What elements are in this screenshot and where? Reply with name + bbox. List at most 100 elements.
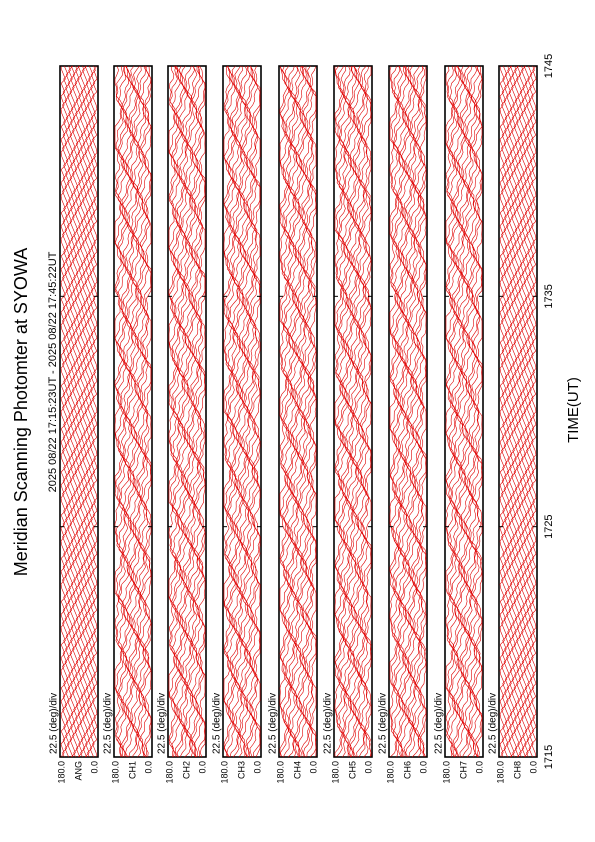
scale-label: 22.5 (deg)/div bbox=[49, 693, 60, 754]
axis-bottom-label: 0.0 bbox=[89, 761, 99, 774]
trace bbox=[231, 65, 241, 758]
trace bbox=[140, 65, 152, 758]
trace bbox=[397, 65, 407, 757]
x-tick-label: 1735 bbox=[543, 284, 555, 308]
channel-label: CH3 bbox=[236, 761, 246, 779]
trace bbox=[186, 65, 196, 758]
trace bbox=[297, 65, 311, 758]
trace bbox=[233, 65, 244, 758]
trace bbox=[72, 65, 79, 758]
trace bbox=[508, 65, 515, 758]
scale-label: 22.5 (deg)/div bbox=[103, 693, 114, 754]
trace bbox=[359, 65, 370, 758]
trace bbox=[302, 65, 312, 758]
trace bbox=[234, 65, 248, 758]
trace bbox=[304, 65, 315, 758]
trace bbox=[453, 65, 463, 758]
trace bbox=[282, 65, 296, 758]
scale-label: 22.5 (deg)/div bbox=[434, 693, 445, 754]
trace bbox=[297, 65, 307, 758]
axis-top-label: 180.0 bbox=[330, 761, 340, 784]
trace bbox=[360, 65, 372, 758]
trace bbox=[290, 65, 304, 758]
trace bbox=[62, 65, 69, 758]
axis-top-label: 180.0 bbox=[110, 761, 120, 784]
trace bbox=[349, 65, 360, 758]
panel-frame bbox=[498, 65, 538, 758]
x-tick-label: 1745 bbox=[543, 54, 555, 78]
trace bbox=[471, 65, 483, 758]
trace bbox=[294, 65, 305, 758]
trace bbox=[77, 65, 84, 758]
panel-frame bbox=[388, 65, 428, 758]
trace bbox=[516, 65, 523, 758]
axis-top-label: 180.0 bbox=[275, 761, 285, 784]
trace bbox=[117, 65, 127, 758]
channel-label: CH8 bbox=[512, 761, 522, 779]
trace bbox=[501, 65, 508, 758]
trace bbox=[117, 65, 131, 758]
trace bbox=[337, 65, 347, 758]
trace bbox=[139, 65, 150, 758]
panel-frame bbox=[59, 65, 99, 758]
channel-label: CH5 bbox=[347, 761, 357, 779]
scale-label: 22.5 (deg)/div bbox=[212, 693, 223, 754]
trace bbox=[191, 65, 201, 758]
axis-bottom-label: 0.0 bbox=[143, 761, 153, 774]
trace bbox=[445, 65, 455, 757]
trace bbox=[253, 65, 261, 758]
trace bbox=[334, 65, 345, 758]
trace bbox=[132, 65, 142, 758]
trace bbox=[226, 65, 240, 758]
trace bbox=[414, 65, 425, 758]
trace bbox=[198, 65, 206, 758]
channel-label: CH1 bbox=[127, 761, 137, 779]
axis-top-label: 180.0 bbox=[164, 761, 174, 784]
axis-bottom-label: 0.0 bbox=[418, 761, 428, 774]
trace bbox=[79, 65, 86, 758]
trace bbox=[419, 65, 427, 758]
trace bbox=[389, 65, 400, 758]
trace bbox=[470, 65, 481, 758]
trace bbox=[186, 65, 200, 758]
trace bbox=[389, 65, 399, 758]
trace bbox=[193, 65, 204, 758]
trace bbox=[287, 65, 297, 758]
trace bbox=[518, 65, 525, 758]
channel-label: CH4 bbox=[292, 761, 302, 779]
trace bbox=[125, 65, 139, 758]
scale-label: 22.5 (deg)/div bbox=[378, 693, 389, 754]
axis-top-label: 180.0 bbox=[441, 761, 451, 784]
subtitle: 2025 08/22 17:15:23UT - 2025 08/22 17:45… bbox=[47, 251, 59, 492]
axis-top-label: 180.0 bbox=[56, 761, 66, 784]
trace bbox=[282, 65, 292, 758]
trace bbox=[122, 65, 132, 758]
trace bbox=[404, 65, 415, 758]
trace bbox=[137, 65, 147, 758]
trace bbox=[392, 65, 402, 758]
channel-label: ANG bbox=[73, 761, 83, 781]
trace bbox=[448, 65, 462, 758]
axis-bottom-label: 0.0 bbox=[308, 761, 318, 774]
chart-title: Meridian Scanning Photomter at SYOWA bbox=[11, 248, 31, 576]
trace bbox=[400, 65, 414, 758]
trace bbox=[248, 65, 259, 758]
trace bbox=[460, 65, 471, 758]
channel-label: CH6 bbox=[402, 761, 412, 779]
scale-label: 22.5 (deg)/div bbox=[488, 693, 499, 754]
trace bbox=[132, 65, 146, 758]
scale-label: 22.5 (deg)/div bbox=[323, 693, 334, 754]
axis-top-label: 180.0 bbox=[219, 761, 229, 784]
trace bbox=[342, 65, 352, 758]
x-tick-label: 1725 bbox=[543, 514, 555, 538]
trace bbox=[463, 65, 473, 758]
trace bbox=[455, 65, 466, 758]
channel-label: CH2 bbox=[181, 761, 191, 779]
trace bbox=[309, 65, 317, 758]
scale-label: 22.5 (deg)/div bbox=[157, 693, 168, 754]
trace bbox=[144, 65, 152, 758]
trace bbox=[171, 65, 185, 758]
trace bbox=[223, 65, 234, 758]
axis-bottom-label: 0.0 bbox=[197, 761, 207, 774]
